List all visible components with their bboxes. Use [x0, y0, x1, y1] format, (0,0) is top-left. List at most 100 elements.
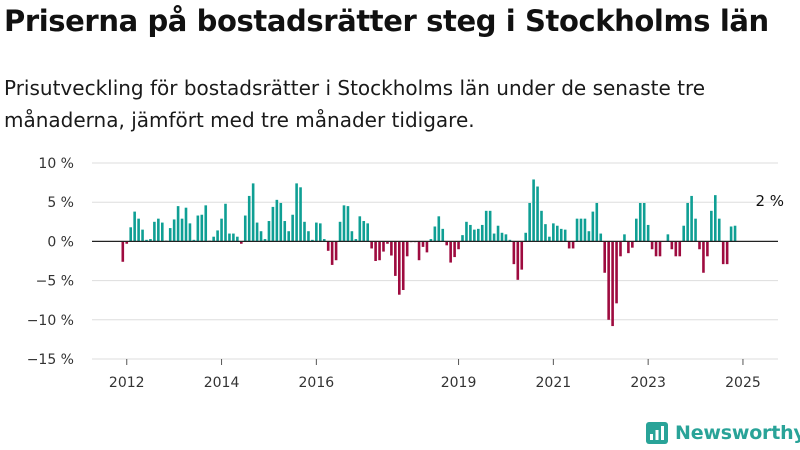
- bar: [263, 239, 267, 242]
- bar: [401, 241, 405, 291]
- chart-subtitle: Prisutveckling för bostadsrätter i Stock…: [4, 76, 706, 132]
- bar: [477, 228, 480, 242]
- bar: [721, 241, 725, 265]
- bar: [236, 236, 239, 242]
- bar: [548, 236, 551, 242]
- y-tick-label: 5 %: [47, 195, 74, 211]
- bar: [449, 241, 452, 263]
- bar: [259, 231, 263, 242]
- axis-labels: 10 % 5 % 0 % −5 % −10 % −15 % 2012 2014 2016 2019…: [27, 156, 784, 391]
- latest-value-label: 2 %: [756, 192, 785, 210]
- bar: [405, 241, 409, 257]
- bar: [544, 224, 547, 242]
- x-tick-label: 2021: [536, 375, 572, 391]
- bar: [382, 241, 385, 252]
- bar: [350, 231, 354, 242]
- bar: [666, 234, 670, 242]
- bar: [694, 218, 697, 242]
- bar: [255, 222, 259, 242]
- bar: [567, 241, 571, 249]
- bar: [488, 210, 492, 242]
- bar: [346, 206, 350, 242]
- x-tick-label: 2023: [630, 375, 666, 391]
- bar: [678, 241, 682, 257]
- bar: [200, 214, 204, 242]
- bar: [370, 241, 373, 249]
- bar: [251, 183, 255, 242]
- bar: [429, 239, 433, 242]
- bar: [552, 223, 555, 242]
- bar: [212, 236, 215, 242]
- bar: [417, 241, 421, 261]
- bar: [445, 241, 448, 246]
- bar: [686, 202, 689, 242]
- bar: [717, 218, 721, 242]
- y-tick-label: −15 %: [27, 352, 74, 368]
- bar: [220, 218, 223, 242]
- bar: [275, 199, 279, 242]
- bar: [291, 214, 294, 242]
- bar: [619, 241, 622, 257]
- bar: [520, 241, 524, 270]
- bar: [714, 195, 717, 242]
- bar: [137, 218, 140, 242]
- bar: [508, 239, 512, 242]
- bar: [299, 187, 302, 242]
- bar: [326, 241, 330, 251]
- bar: [627, 241, 630, 254]
- bar: [638, 202, 642, 242]
- bar: [650, 241, 654, 250]
- bar: [149, 239, 152, 242]
- bar: [465, 221, 468, 242]
- y-tick-label: 0 %: [47, 234, 74, 250]
- bar: [161, 222, 164, 242]
- bar: [386, 241, 389, 244]
- bar: [394, 241, 397, 276]
- bar: [398, 241, 401, 295]
- bar: [654, 241, 658, 257]
- gridlines: [92, 162, 778, 360]
- bar: [532, 179, 535, 242]
- bar: [192, 239, 196, 242]
- x-tick-label: 2016: [299, 375, 335, 391]
- bar: [631, 241, 634, 248]
- bar: [579, 218, 583, 242]
- bar: [228, 233, 231, 242]
- bar: [366, 223, 369, 242]
- bar: [330, 241, 334, 265]
- bar: [496, 225, 500, 242]
- bar: [390, 241, 393, 256]
- bar: [378, 241, 381, 261]
- bar: [682, 225, 685, 242]
- bar: [611, 241, 614, 327]
- bar: [540, 210, 543, 242]
- bar: [710, 210, 713, 242]
- bar: [247, 195, 251, 242]
- bar: [287, 231, 290, 242]
- bar: [421, 241, 425, 247]
- x-tick-label: 2025: [725, 375, 761, 391]
- bar: [129, 227, 132, 242]
- bar: [658, 241, 662, 257]
- bar: [362, 221, 366, 242]
- bar: [563, 229, 567, 242]
- bar: [453, 241, 456, 258]
- bar: [674, 241, 678, 257]
- x-tick-label: 2019: [441, 375, 477, 391]
- bar: [180, 218, 184, 242]
- bar: [484, 210, 488, 242]
- bar: [702, 241, 705, 273]
- bar: [556, 225, 559, 242]
- bar: [646, 224, 650, 242]
- bar: [492, 233, 496, 242]
- newsworthy-logo-icon: [646, 422, 668, 444]
- bar: [374, 241, 377, 261]
- bar: [172, 219, 176, 242]
- bar: [168, 228, 172, 242]
- bar: [615, 241, 618, 304]
- bar: [607, 241, 610, 320]
- bar: [184, 207, 188, 242]
- bar: [725, 241, 729, 265]
- bar: [267, 221, 271, 242]
- bar: [571, 241, 575, 249]
